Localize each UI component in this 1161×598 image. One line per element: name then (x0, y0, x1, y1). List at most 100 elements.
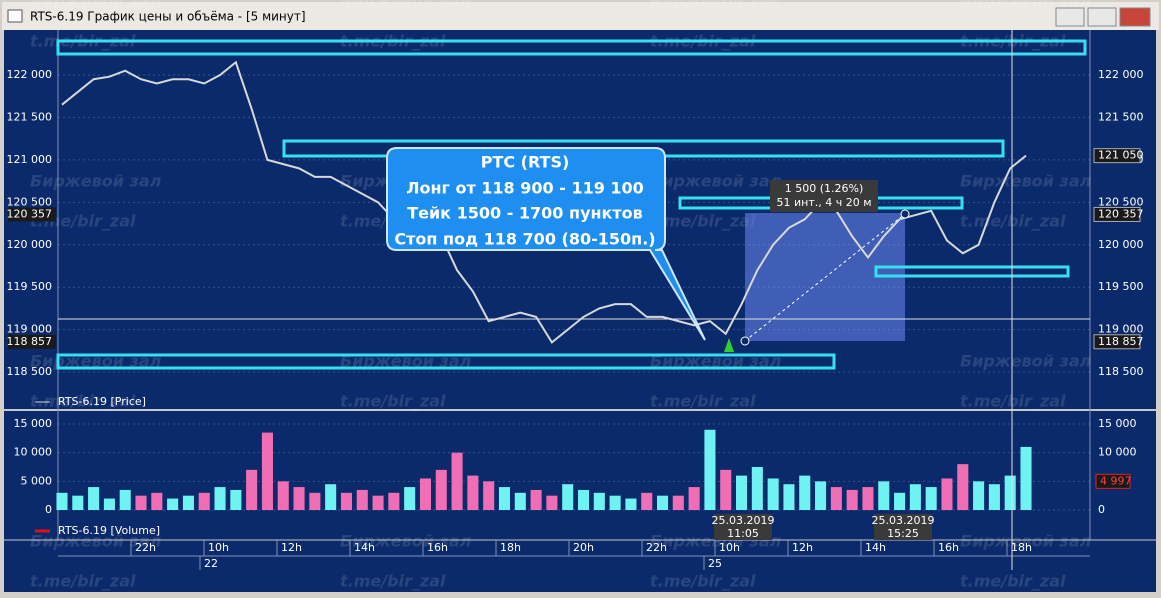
callout (386, 147, 706, 341)
time-label: 12h (792, 541, 813, 554)
volume-bar (641, 492, 653, 511)
volume-bar (214, 487, 226, 511)
volume-bar (419, 478, 432, 511)
time-tooltip (874, 514, 932, 540)
y-tick-label: 119 500 (7, 280, 53, 293)
time-label: 22h (646, 541, 667, 554)
window-title: RTS-6.19 График цены и объёма - [5 минут… (30, 10, 306, 24)
volume-bar (909, 484, 921, 511)
y-tick-label: 121 000 (7, 153, 53, 166)
volume-bar (514, 492, 526, 511)
price-marker-box (8, 334, 56, 349)
watermark-name: Биржевой зал (340, 532, 472, 551)
y-tick-label: 15 000 (14, 417, 53, 430)
volume-bar (261, 432, 273, 511)
price-marker-label: 121 050 (1098, 149, 1144, 162)
time-label: 18h (500, 541, 521, 554)
close-button[interactable] (1119, 7, 1151, 27)
watermark-name: Биржевой зал (650, 0, 782, 11)
price-marker-box (1093, 148, 1141, 164)
price-marker-label: 118 857 (7, 335, 53, 348)
maximize-button[interactable] (1087, 7, 1117, 27)
y-tick-label: 119 000 (7, 323, 53, 336)
y-tick-label: 10 000 (14, 446, 53, 459)
time-tooltip-date: 25.03.2019 (712, 514, 775, 527)
watermark-name: Биржевой зал (960, 352, 1092, 371)
volume-bar (88, 487, 100, 511)
callout-line: Тейк 1500 - 1700 пунктов (407, 204, 643, 223)
watermark-link: t.me/bir_zal (650, 392, 756, 411)
measure-point (900, 209, 910, 219)
watermark-link: t.me/bir_zal (30, 212, 136, 231)
callout-text: РТС (RTS) Лонг от 118 900 - 119 100 Тейк… (394, 153, 655, 249)
watermark-name: Биржевой зал (960, 532, 1092, 551)
volume-bar (830, 487, 842, 511)
volume-bar (356, 489, 368, 511)
watermark-link: t.me/bir_zal (30, 392, 136, 411)
y-tick-label-right: 0 (1098, 503, 1105, 516)
volume-bar (751, 467, 763, 511)
volume-bar (435, 469, 447, 511)
volume-bar (973, 481, 985, 511)
level-box (56, 353, 836, 370)
volume-bar (451, 452, 463, 511)
watermark-name: Биржевой зал (960, 0, 1092, 11)
volume-bar (925, 487, 937, 511)
y-tick-label: 120 500 (7, 195, 53, 208)
buy-signal (724, 338, 734, 352)
y-tick-label: 118 500 (7, 365, 53, 378)
measure-tooltip (770, 180, 878, 212)
y-tick-label-right: 10 000 (1098, 446, 1137, 459)
volume-bar (562, 484, 574, 511)
y-tick-label: 0 (45, 503, 52, 516)
y-tick-label: 122 000 (7, 68, 53, 81)
volume-bar (704, 429, 716, 511)
watermark-name: Биржевой зал (960, 172, 1092, 191)
y-tick-label-right: 118 500 (1098, 365, 1144, 378)
volume-bar (672, 495, 684, 511)
y-tick-label-right: 119 000 (1098, 323, 1144, 336)
volume-bar (372, 495, 384, 511)
time-tooltip-time: 11:05 (727, 527, 759, 540)
volume-bar (182, 495, 194, 511)
callout-line: РТС (RTS) (481, 153, 570, 172)
app-icon (7, 9, 23, 23)
time-label: 22h (135, 541, 156, 554)
minimize-button[interactable] (1055, 7, 1085, 27)
volume-bar (988, 484, 1000, 511)
title-bar (2, 2, 1159, 30)
measure-line (744, 213, 906, 342)
watermark-link: t.me/bir_zal (340, 572, 446, 591)
y-tick-label: 5 000 (21, 474, 53, 487)
volume-bar (530, 489, 542, 511)
volume-bar (767, 478, 779, 511)
volume-bar (388, 492, 400, 511)
y-tick-label-right: 122 000 (1098, 68, 1144, 81)
volume-bar (293, 487, 305, 511)
watermark-link: t.me/bir_zal (960, 392, 1066, 411)
price-marker-box (8, 207, 56, 222)
volume-bar (230, 489, 242, 511)
volume-bar (167, 498, 179, 511)
time-label: 18h (1011, 541, 1032, 554)
volume-bar (483, 481, 495, 511)
volume-bar (1020, 446, 1032, 511)
time-label: 16h (427, 541, 448, 554)
volume-bar (103, 498, 115, 511)
volume-bar (862, 487, 874, 511)
volume-bar (198, 492, 210, 511)
price-line (61, 60, 1027, 344)
volume-bar (404, 487, 416, 511)
volume-bar (593, 492, 605, 511)
level-box (874, 265, 1070, 278)
watermark-link: t.me/bir_zal (30, 572, 136, 591)
volume-bar (878, 481, 890, 511)
time-label: 14h (865, 541, 886, 554)
volume-bar (119, 489, 131, 511)
volume-bar (656, 495, 669, 511)
volume-bar (1004, 475, 1016, 511)
date-label: 25 (708, 557, 722, 570)
date-label: 22 (204, 557, 218, 570)
